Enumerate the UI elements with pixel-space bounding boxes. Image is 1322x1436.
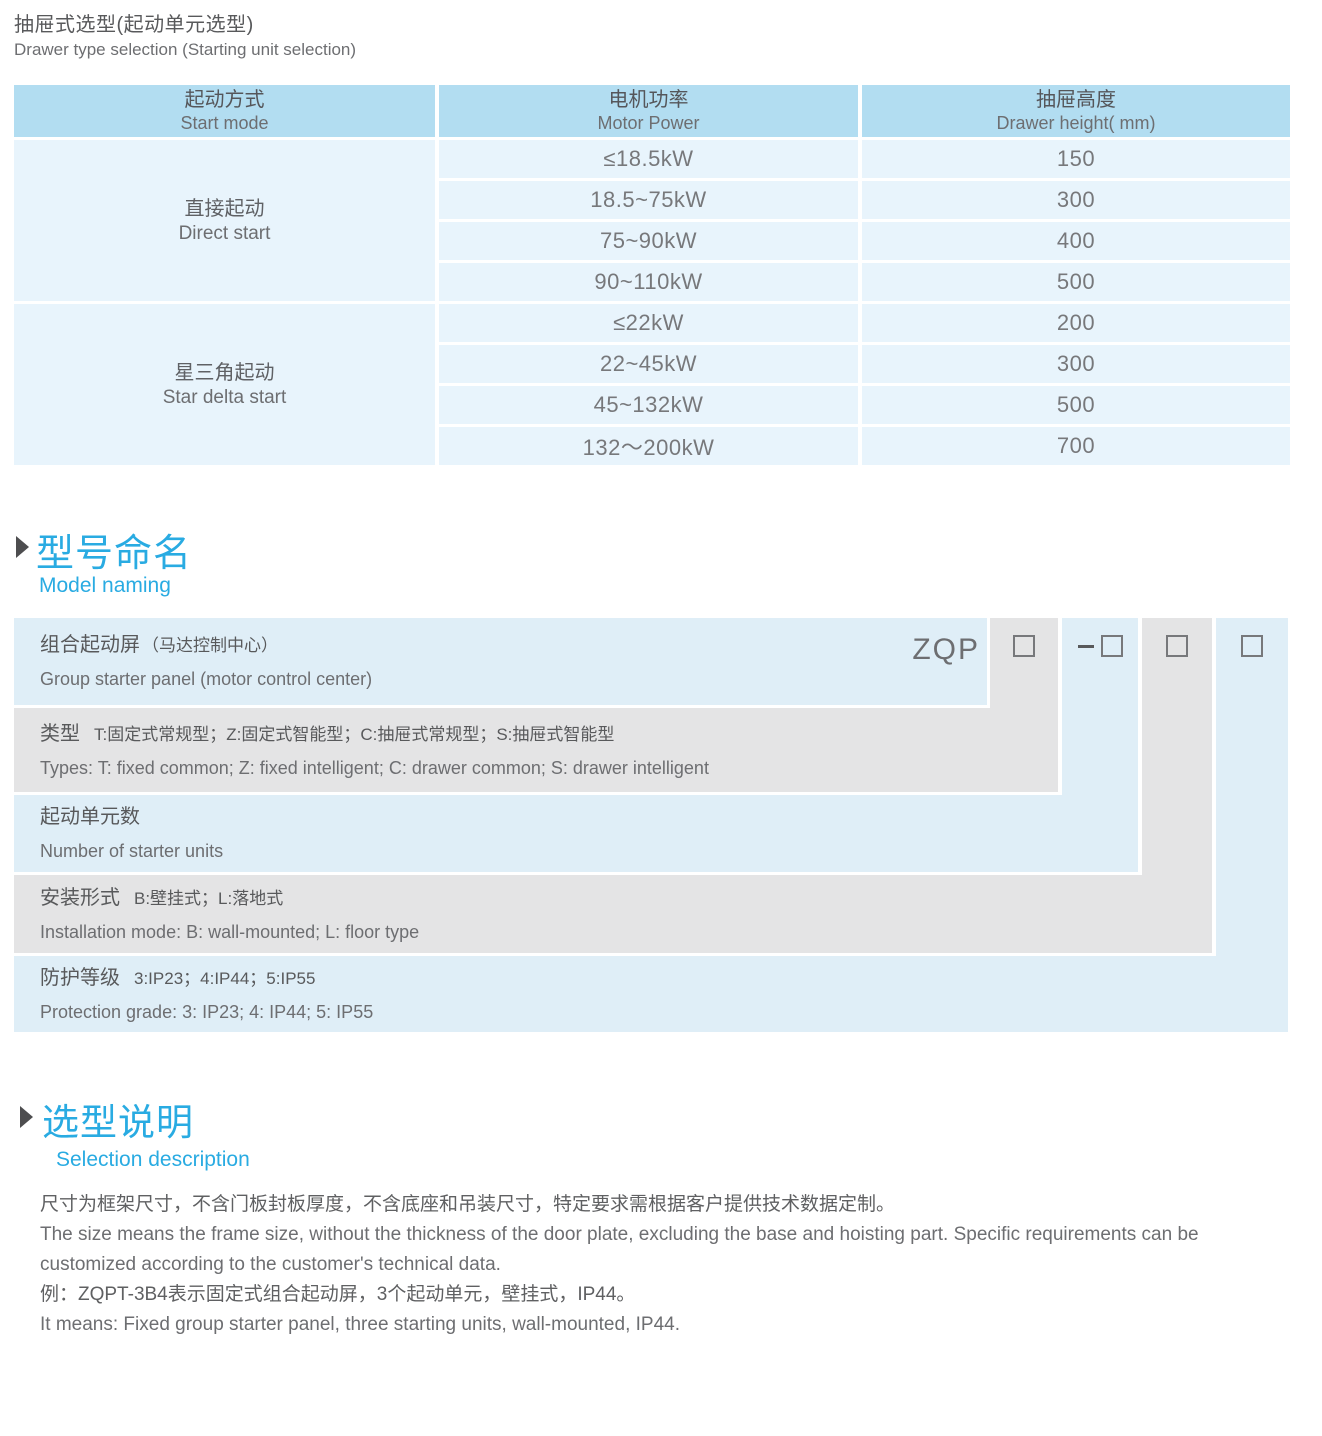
- model-row-types: 类型 T:固定式常规型；Z:固定式智能型；C:抽屉式常规型；S:抽屉式智能型 Ty…: [14, 708, 1058, 792]
- col-header-cn: 起动方式: [184, 89, 265, 111]
- mode-cell-star-delta-start: 星三角起动 Star delta start: [14, 304, 435, 465]
- model-row-protection-grade: 防护等级 3:IP23；4:IP44；5:IP55 Protection grad…: [14, 956, 1288, 1032]
- model-row-en: Number of starter units: [40, 841, 224, 861]
- height-cell: 400: [862, 222, 1290, 260]
- mode-cell-direct-start: 直接起动 Direct start: [14, 140, 435, 301]
- power-cell: 75~90kW: [439, 222, 858, 260]
- mode-cn: 星三角起动: [174, 361, 275, 384]
- height-cell: 700: [862, 427, 1290, 465]
- height-cell: 500: [862, 263, 1290, 301]
- description-para-en: The size means the frame size, without t…: [40, 1224, 1199, 1275]
- col-header-en: Start mode: [180, 113, 269, 133]
- model-row-installation-mode: 安装形式 B:壁挂式；L:落地式 Installation mode: B: wa…: [14, 875, 1212, 953]
- description-example-cn: 例：ZQPT-3B4表示固定式组合起动屏，3个起动单元，壁挂式，IP44。: [40, 1284, 636, 1305]
- model-row-group-starter-panel: 组合起动屏 （马达控制中心） Group starter panel (motor…: [14, 618, 987, 705]
- power-cell: ≤22kW: [439, 304, 858, 342]
- model-row-en: Group starter panel (motor control cente…: [40, 669, 373, 689]
- col-header-cn: 抽屉高度: [1036, 89, 1116, 111]
- mode-en: Direct start: [178, 222, 271, 244]
- model-row-en: Installation mode: B: wall-mounted; L: f…: [40, 921, 420, 942]
- page-title-en: Drawer type selection (Starting unit sel…: [14, 40, 357, 59]
- model-row-cn-label: 防护等级: [40, 966, 120, 989]
- model-row-cn-label: 安装形式: [40, 886, 120, 909]
- description-example-en: It means: Fixed group starter panel, thr…: [40, 1314, 680, 1335]
- model-row-cn-label: 类型: [40, 722, 80, 745]
- code-placeholder-box: [1100, 635, 1123, 657]
- col-header-cn: 电机功率: [608, 89, 689, 111]
- col-header-en: Motor Power: [597, 113, 700, 133]
- model-prefix: ZQP: [912, 633, 980, 666]
- drawer-selection-table: 起动方式 Start mode 电机功率 Motor Power 抽屉高度 Dr…: [14, 85, 1290, 465]
- height-cell: 200: [862, 304, 1290, 342]
- power-cell: 18.5~75kW: [439, 181, 858, 219]
- power-cell: 90~110kW: [439, 263, 858, 301]
- col-header-drawer-height: 抽屉高度 Drawer height( mm): [862, 85, 1290, 137]
- code-placeholder-box: [1013, 635, 1035, 657]
- code-dash: [1077, 645, 1094, 648]
- page-title-cn: 抽屉式选型(起动单元选型): [14, 14, 254, 36]
- model-row-cn-detail: T:固定式常规型；Z:固定式智能型；C:抽屉式常规型；S:抽屉式智能型: [94, 724, 615, 744]
- power-cell: 45~132kW: [439, 386, 858, 424]
- model-row-cn-label: 起动单元数: [40, 806, 140, 828]
- selection-description-text: 尺寸为框架尺寸，不含门板封板厚度，不含底座和吊装尺寸，特定要求需根据客户提供技术…: [40, 1190, 1292, 1340]
- section-bullet-icon: [20, 1106, 33, 1128]
- section-title-model-naming-en: Model naming: [39, 574, 171, 597]
- model-row-en: Protection grade: 3: IP23; 4: IP44; 5: I…: [40, 1001, 374, 1022]
- col-header-motor-power: 电机功率 Motor Power: [439, 85, 858, 137]
- model-naming-diagram: 组合起动屏 （马达控制中心） Group starter panel (motor…: [14, 618, 1290, 1032]
- model-row-starter-units: 起动单元数 Number of starter units: [14, 795, 1138, 872]
- code-placeholder-box: [1241, 635, 1263, 657]
- code-placeholder-box: [1166, 635, 1188, 657]
- height-cell: 300: [862, 345, 1290, 383]
- model-row-cn-detail: B:壁挂式；L:落地式: [134, 888, 284, 908]
- height-cell: 150: [862, 140, 1290, 178]
- height-cell: 300: [862, 181, 1290, 219]
- col-header-en: Drawer height( mm): [996, 113, 1156, 133]
- power-cell: 132～200kW: [439, 427, 858, 465]
- mode-en: Star delta start: [162, 386, 287, 408]
- model-row-cn-detail: （马达控制中心）: [142, 636, 278, 655]
- section-title-selection-description-en: Selection description: [56, 1148, 250, 1171]
- section-title-model-naming-cn: 型号命名: [36, 533, 193, 575]
- section-bullet-icon: [16, 536, 29, 558]
- model-row-cn-detail: 3:IP23；4:IP44；5:IP55: [134, 968, 316, 988]
- height-cell: 500: [862, 386, 1290, 424]
- power-cell: 22~45kW: [439, 345, 858, 383]
- model-row-en: Types: T: fixed common; Z: fixed intelli…: [40, 757, 709, 778]
- col-header-start-mode: 起动方式 Start mode: [14, 85, 435, 137]
- description-para-cn: 尺寸为框架尺寸，不含门板封板厚度，不含底座和吊装尺寸，特定要求需根据客户提供技术…: [40, 1194, 896, 1215]
- model-row-cn-label: 组合起动屏: [40, 634, 140, 656]
- mode-cn: 直接起动: [184, 197, 265, 220]
- section-title-selection-description-cn: 选型说明: [42, 1102, 194, 1143]
- power-cell: ≤18.5kW: [439, 140, 858, 178]
